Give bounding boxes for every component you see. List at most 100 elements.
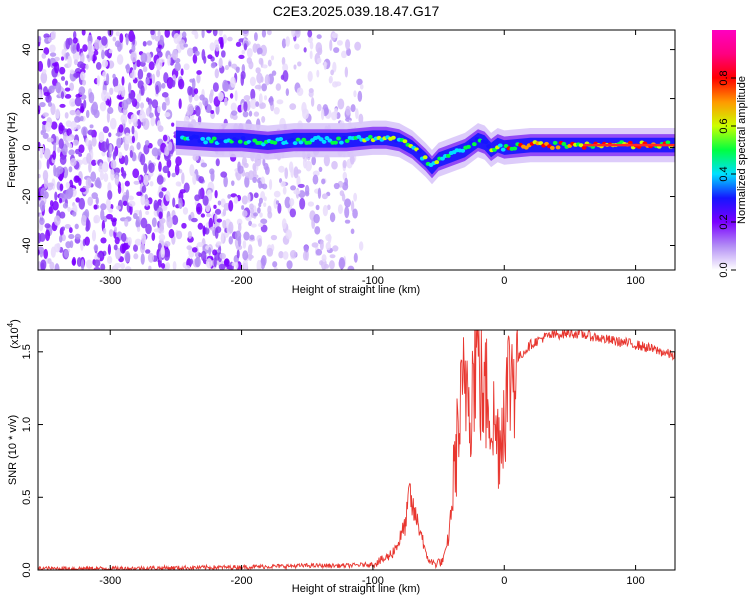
- noise-speck: [116, 205, 121, 210]
- ridge-dot: [278, 137, 284, 142]
- noise-speck: [244, 175, 250, 188]
- noise-speck: [197, 222, 204, 230]
- noise-speck: [187, 230, 193, 239]
- noise-speck: [228, 200, 234, 212]
- noise-speck: [210, 110, 215, 115]
- noise-speck: [60, 56, 65, 61]
- noise-speck: [210, 170, 215, 182]
- noise-speck: [111, 218, 117, 227]
- noise-speck: [47, 258, 52, 265]
- noise-speck: [114, 174, 120, 186]
- noise-speck: [158, 211, 163, 220]
- noise-speck: [161, 101, 167, 112]
- noise-speck: [220, 171, 228, 178]
- noise-speck: [85, 177, 92, 189]
- noise-speck: [88, 162, 92, 173]
- noise-speck: [171, 122, 175, 127]
- noise-speck: [131, 52, 137, 63]
- noise-speck: [153, 199, 158, 212]
- noise-speck: [143, 163, 148, 174]
- noise-speck: [42, 69, 47, 74]
- noise-speck: [194, 194, 201, 202]
- noise-speck: [228, 236, 234, 245]
- noise-speck: [232, 114, 238, 120]
- noise-speck: [43, 248, 49, 260]
- noise-speck: [250, 207, 254, 214]
- colorbar-label: Normalized spectral amplitude: [736, 76, 748, 224]
- noise-speck: [356, 78, 363, 86]
- noise-speck: [241, 63, 246, 74]
- noise-speck: [159, 34, 164, 47]
- noise-speck: [145, 223, 152, 235]
- noise-speck: [192, 173, 197, 185]
- noise-speck: [321, 254, 327, 263]
- noise-speck: [189, 164, 195, 177]
- noise-speck: [299, 197, 306, 210]
- noise-speck: [184, 265, 191, 270]
- ridge-dot: [272, 140, 278, 145]
- noise-speck: [43, 91, 50, 97]
- noise-speck: [359, 83, 364, 90]
- noise-speck: [70, 120, 77, 131]
- noise-speck: [43, 47, 50, 55]
- noise-speck: [210, 62, 216, 69]
- noise-speck: [332, 61, 337, 73]
- noise-speck: [165, 262, 171, 270]
- noise-speck: [229, 266, 233, 270]
- noise-speck: [250, 88, 256, 101]
- noise-speck: [59, 103, 66, 108]
- noise-speck: [129, 72, 134, 79]
- noise-speck: [124, 154, 129, 166]
- noise-speck: [344, 206, 350, 219]
- noise-speck: [166, 76, 174, 89]
- noise-speck: [309, 41, 314, 50]
- noise-speck: [134, 238, 142, 246]
- snr-frame: [37, 329, 676, 571]
- noise-speck: [196, 73, 201, 84]
- noise-speck: [116, 137, 122, 149]
- noise-speck: [76, 257, 82, 267]
- noise-speck: [59, 211, 66, 219]
- noise-speck: [124, 218, 129, 227]
- noise-speck: [106, 255, 113, 264]
- noise-speck: [139, 243, 146, 254]
- noise-speck: [140, 84, 145, 96]
- noise-speck: [40, 71, 48, 84]
- noise-speck: [71, 258, 76, 266]
- noise-speck: [214, 189, 218, 199]
- noise-speck: [285, 88, 290, 96]
- noise-speck: [106, 73, 110, 85]
- noise-speck: [129, 150, 133, 159]
- noise-speck: [151, 232, 156, 241]
- noise-speck: [119, 33, 124, 44]
- ridge-dot: [292, 141, 298, 146]
- noise-speck: [293, 166, 299, 179]
- noise-speck: [252, 43, 258, 53]
- noise-speck: [53, 215, 61, 226]
- noise-speck: [153, 228, 160, 233]
- noise-speck: [256, 259, 262, 270]
- colorbar-bar: [712, 30, 736, 270]
- noise-speck: [261, 83, 267, 92]
- noise-speck: [341, 50, 348, 59]
- noise-speck: [172, 79, 176, 88]
- noise-speck: [140, 217, 148, 229]
- noise-speck: [256, 47, 263, 55]
- noise-speck: [91, 136, 97, 147]
- noise-speck: [307, 70, 313, 82]
- colorbar-tick-label: 0.2: [718, 214, 730, 229]
- noise-speck: [311, 156, 317, 166]
- noise-speck: [95, 62, 102, 70]
- noise-speck: [349, 154, 355, 165]
- noise-speck: [39, 101, 46, 108]
- noise-speck: [329, 254, 336, 259]
- noise-speck: [120, 262, 126, 270]
- noise-speck: [259, 102, 266, 109]
- noise-speck: [330, 69, 335, 76]
- noise-speck: [101, 161, 109, 173]
- noise-speck: [290, 185, 297, 191]
- noise-speck: [311, 242, 319, 248]
- noise-speck: [235, 41, 242, 47]
- noise-speck: [242, 30, 249, 35]
- noise-speck: [206, 30, 212, 34]
